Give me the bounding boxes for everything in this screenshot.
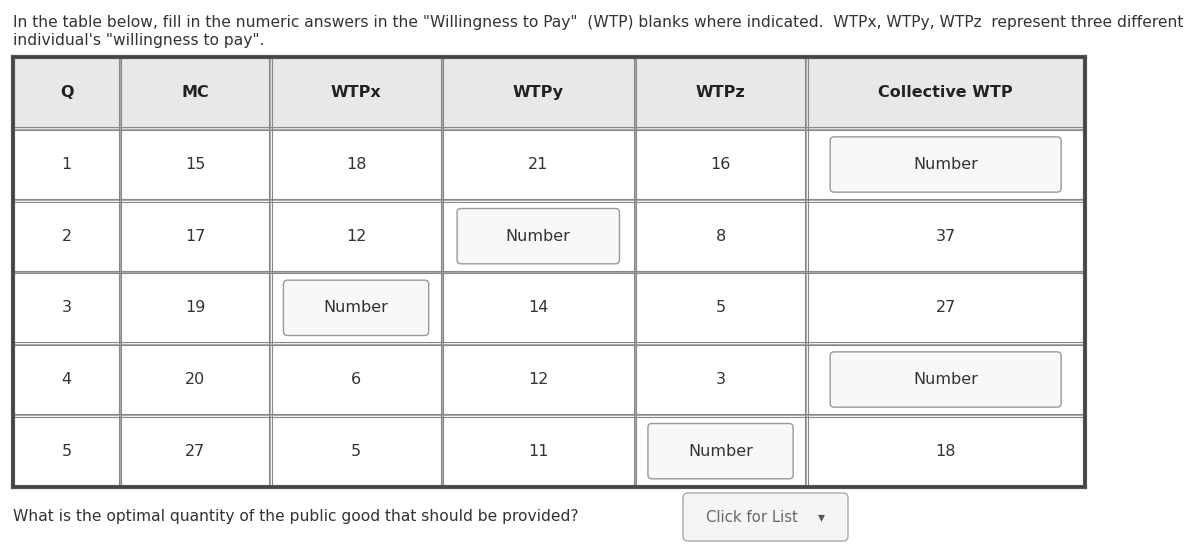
FancyBboxPatch shape	[648, 423, 793, 479]
Bar	[120, 200, 270, 272]
Text: 21: 21	[528, 157, 548, 172]
Text: What is the optimal quantity of the public good that should be provided?: What is the optimal quantity of the publ…	[13, 509, 578, 524]
FancyBboxPatch shape	[283, 280, 428, 335]
Bar	[120, 57, 270, 129]
Text: 5: 5	[350, 443, 361, 458]
Text: 37: 37	[936, 229, 955, 244]
Bar	[120, 344, 270, 415]
Text: Q: Q	[60, 85, 73, 100]
Bar	[120, 272, 270, 344]
Bar	[442, 129, 635, 200]
Bar	[13, 344, 120, 415]
Text: 6: 6	[350, 372, 361, 387]
Text: Click for List: Click for List	[706, 509, 798, 524]
Text: 18: 18	[935, 443, 956, 458]
Bar	[13, 57, 1085, 487]
Bar	[270, 344, 442, 415]
Text: WTPy: WTPy	[512, 85, 564, 100]
FancyBboxPatch shape	[457, 209, 619, 264]
Text: 11: 11	[528, 443, 548, 458]
Text: 27: 27	[936, 300, 955, 315]
Text: 18: 18	[346, 157, 366, 172]
Bar	[635, 57, 806, 129]
Text: 17: 17	[185, 229, 205, 244]
Text: 2: 2	[61, 229, 72, 244]
Bar	[442, 57, 635, 129]
Text: In the table below, fill in the numeric answers in the "Willingness to Pay"  (WT: In the table below, fill in the numeric …	[13, 15, 1183, 30]
Text: Number: Number	[324, 300, 389, 315]
Text: Number: Number	[913, 372, 978, 387]
Bar	[270, 129, 442, 200]
Text: 4: 4	[61, 372, 72, 387]
Text: 12: 12	[528, 372, 548, 387]
Bar	[270, 200, 442, 272]
Text: 15: 15	[185, 157, 205, 172]
Text: 5: 5	[715, 300, 726, 315]
Text: Collective WTP: Collective WTP	[878, 85, 1013, 100]
Bar	[806, 200, 1085, 272]
Text: 3: 3	[61, 300, 72, 315]
Bar	[13, 200, 120, 272]
Bar	[13, 57, 120, 129]
Text: 14: 14	[528, 300, 548, 315]
Bar	[806, 415, 1085, 487]
Text: Number: Number	[506, 229, 571, 244]
Bar	[270, 272, 442, 344]
Bar	[13, 415, 120, 487]
FancyBboxPatch shape	[683, 493, 848, 541]
Text: WTPz: WTPz	[696, 85, 745, 100]
Bar	[635, 129, 806, 200]
Bar	[806, 272, 1085, 344]
Bar	[635, 272, 806, 344]
Text: individual's "willingness to pay".: individual's "willingness to pay".	[13, 33, 264, 48]
Bar	[635, 415, 806, 487]
Text: 1: 1	[61, 157, 72, 172]
Bar	[806, 129, 1085, 200]
Text: Number: Number	[688, 443, 752, 458]
Bar	[13, 129, 120, 200]
Bar	[806, 57, 1085, 129]
Bar	[442, 272, 635, 344]
Bar	[120, 415, 270, 487]
Bar	[635, 344, 806, 415]
Text: 27: 27	[185, 443, 205, 458]
Text: 16: 16	[710, 157, 731, 172]
Text: WTPx: WTPx	[331, 85, 382, 100]
FancyBboxPatch shape	[830, 137, 1061, 192]
Text: 19: 19	[185, 300, 205, 315]
Bar	[442, 344, 635, 415]
Text: MC: MC	[181, 85, 209, 100]
Bar	[270, 415, 442, 487]
Bar	[442, 200, 635, 272]
Bar	[806, 344, 1085, 415]
FancyBboxPatch shape	[830, 352, 1061, 407]
Text: ▾: ▾	[817, 510, 824, 524]
Bar	[13, 272, 120, 344]
Text: 8: 8	[715, 229, 726, 244]
Bar	[635, 200, 806, 272]
Bar	[120, 129, 270, 200]
Text: 5: 5	[61, 443, 72, 458]
Text: Number: Number	[913, 157, 978, 172]
Text: 20: 20	[185, 372, 205, 387]
Text: 3: 3	[715, 372, 726, 387]
Bar	[442, 415, 635, 487]
Text: 12: 12	[346, 229, 366, 244]
Bar	[270, 57, 442, 129]
